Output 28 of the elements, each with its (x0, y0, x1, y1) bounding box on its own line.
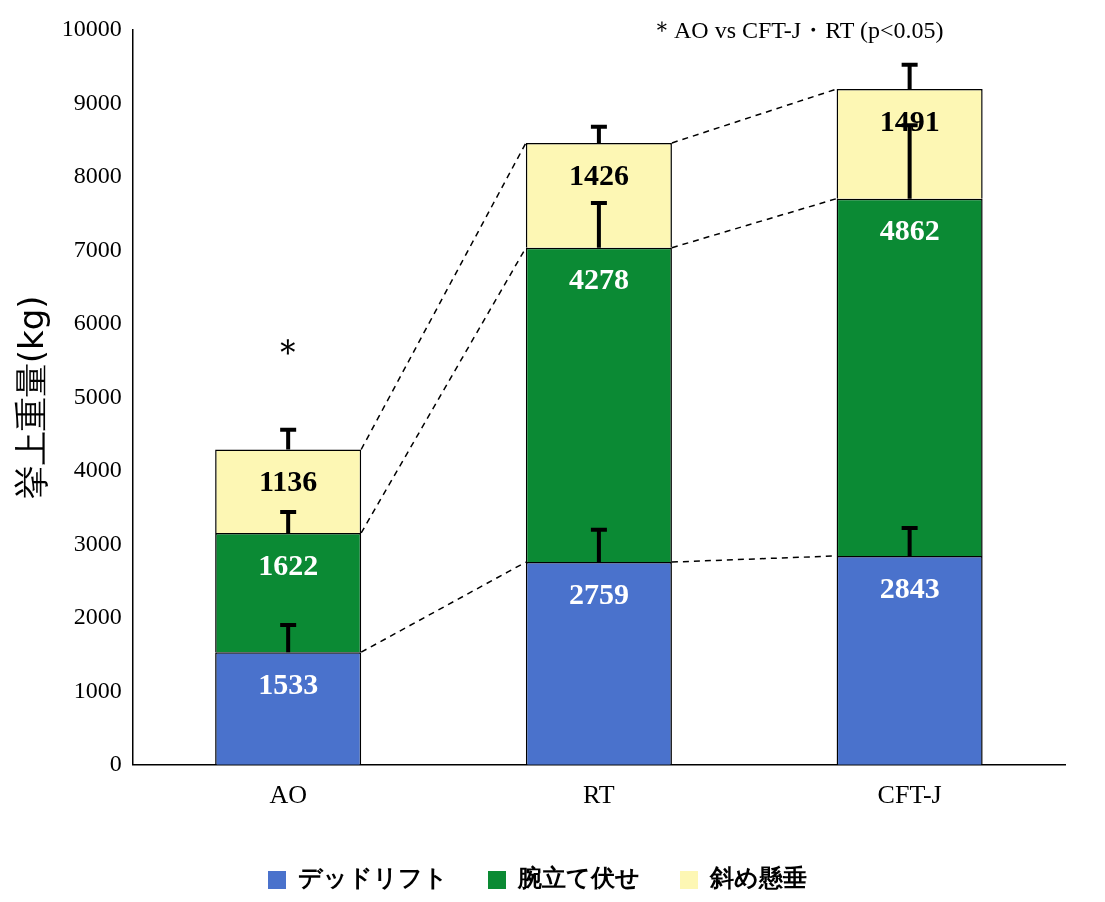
annotation: ＊ (270, 331, 307, 372)
y-tick-label: 8000 (73, 162, 122, 189)
x-tick-label: RT (583, 780, 615, 810)
y-tick-label: 4000 (73, 456, 122, 483)
y-tick-label: 6000 (73, 309, 122, 336)
data-label: 1136 (258, 464, 318, 498)
y-tick-label: 2000 (73, 603, 122, 630)
annotation: ＊AO vs CFT-J・RT (p<0.05) (650, 16, 944, 45)
data-label: 1622 (258, 547, 319, 581)
data-label: 2843 (879, 570, 940, 604)
legend-label: デッドリフト (298, 864, 448, 893)
y-tick-label: 0 (109, 750, 122, 777)
y-tick-label: 3000 (73, 529, 122, 556)
y-axis-title: 挙上重量(kg) (11, 295, 52, 500)
x-tick-label: CFT-J (877, 780, 942, 810)
legend-label: 斜め懸垂 (709, 864, 807, 893)
y-tick-label: 9000 (73, 88, 122, 115)
data-label: 4862 (879, 213, 940, 247)
y-tick-label: 5000 (73, 382, 122, 409)
y-tick-label: 7000 (73, 235, 122, 262)
legend-label: 腕立て伏せ (517, 864, 640, 893)
data-label: 2759 (568, 576, 629, 610)
data-label: 1426 (568, 157, 629, 191)
data-label: 4278 (568, 262, 629, 296)
y-tick-label: 1000 (73, 676, 122, 703)
x-tick-label: AO (269, 780, 307, 810)
data-label: 1533 (258, 666, 319, 700)
y-tick-label: 10000 (61, 15, 122, 42)
